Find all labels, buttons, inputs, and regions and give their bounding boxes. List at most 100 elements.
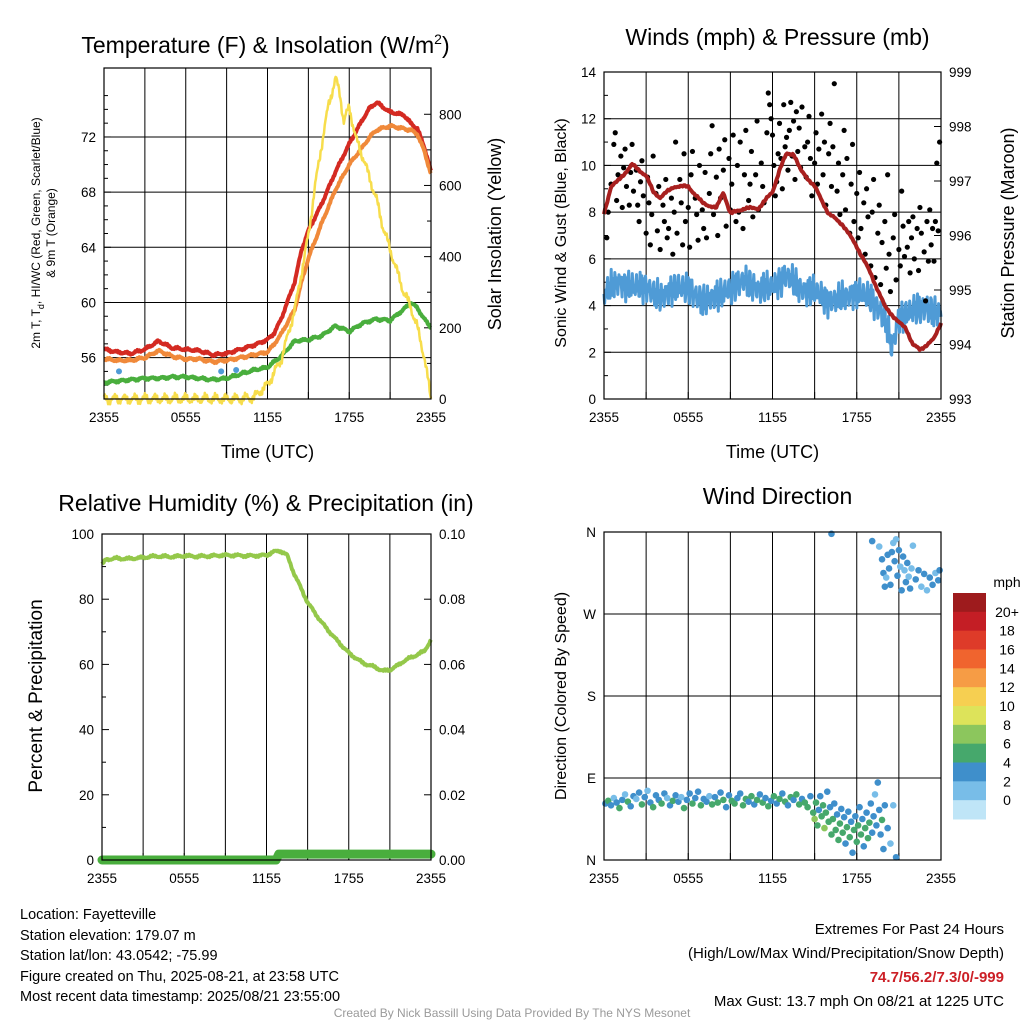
gust-point: [668, 195, 675, 201]
y2-axis-label: Station Pressure (Maroon): [998, 127, 1018, 338]
gust-point: [882, 218, 888, 225]
y-tick-label: 60: [81, 295, 96, 310]
location-text: Location: Fayetteville: [20, 907, 157, 923]
gust-point: [661, 218, 667, 225]
gust-point: [726, 155, 732, 162]
gust-point: [771, 162, 777, 169]
gust-point: [701, 225, 707, 232]
gust-point: [699, 207, 705, 213]
direction-point: [902, 578, 910, 586]
direction-point: [680, 804, 688, 812]
direction-point: [616, 804, 623, 812]
gust-point: [754, 118, 760, 124]
gust-point: [750, 214, 756, 220]
gust-point: [688, 172, 694, 178]
y2-tick-label: 400: [439, 250, 462, 265]
gust-point: [908, 235, 915, 241]
gust-point: [871, 176, 877, 183]
wind-direction-panel: 2355 0555 1155 1755 2355 N E S W N Wind Direction D…: [553, 483, 956, 886]
x-tick-label: 2355: [416, 871, 446, 886]
direction-point: [881, 583, 889, 590]
x-tick-label: 1755: [842, 871, 872, 886]
direction-point: [860, 843, 868, 850]
colorbar-segment: [953, 800, 986, 820]
gust-point: [901, 253, 908, 260]
gust-point: [619, 204, 625, 211]
gust-point: [856, 169, 863, 176]
gust-point: [670, 251, 676, 257]
y-tick-label: W: [583, 607, 596, 622]
y-axis-label-line2: & 9m T (Orange): [44, 188, 58, 278]
panel-title: Winds (mph) & Pressure (mb): [625, 24, 929, 50]
y-axis-label: Direction (Colored By Speed): [553, 592, 570, 800]
direction-point: [906, 585, 914, 592]
gust-point: [768, 116, 774, 122]
plot-frame: [603, 71, 942, 400]
direction-point: [816, 792, 824, 800]
extremes-title: Extremes For Past 24 Hours: [814, 921, 1004, 938]
extremes-subtitle: (High/Low/Max Wind/Precipitation/Snow De…: [688, 945, 1004, 962]
gust-point: [886, 251, 892, 257]
gust-point: [643, 230, 649, 236]
y-tick-label: 8: [588, 205, 596, 220]
gust-point: [614, 197, 620, 204]
direction-point: [753, 796, 761, 804]
gust-point: [730, 132, 736, 138]
y-axis-label: Percent & Precipitation: [26, 599, 47, 792]
colorbar-title: mph: [993, 574, 1020, 590]
direction-point: [618, 796, 626, 804]
direction-point: [936, 566, 943, 574]
gust-point: [678, 200, 684, 206]
gust-point: [710, 211, 717, 218]
gust-point: [796, 125, 802, 131]
gust-point: [897, 263, 903, 269]
plot-frame: [101, 533, 432, 861]
gust-point: [741, 172, 748, 178]
colorbar-label: 14: [999, 660, 1015, 676]
gust-point: [673, 139, 679, 145]
x-tick-label: 1155: [252, 871, 281, 886]
direction-point: [711, 793, 719, 801]
gust-point: [876, 202, 882, 208]
extremes-info: Extremes For Past 24 Hours (High/Low/Max…: [688, 918, 1004, 1014]
direction-point: [795, 801, 803, 808]
gust-point: [729, 181, 735, 187]
gust-point: [781, 102, 787, 108]
gust-point: [626, 202, 632, 208]
direction-point: [649, 803, 657, 811]
y2-tick-label: 998: [949, 120, 972, 135]
y-tick-label: 14: [581, 65, 597, 80]
direction-point: [815, 806, 823, 814]
gust-point: [758, 160, 764, 166]
direction-point: [823, 788, 831, 795]
y-tick-label: 12: [581, 112, 596, 127]
humidity-line: [100, 548, 433, 673]
direction-point: [632, 795, 640, 803]
gust-point: [863, 186, 870, 192]
gust-point: [722, 137, 728, 143]
gust-point: [795, 148, 801, 155]
direction-point: [819, 802, 827, 809]
panel-title: Wind Direction: [703, 483, 853, 509]
created-text: Figure created on Thu, 2025-08-21, at 23…: [20, 968, 339, 985]
y-tick-label: 20: [79, 788, 94, 803]
x-tick-label: 2355: [589, 410, 619, 425]
direction-point: [830, 800, 838, 807]
gust-point: [821, 139, 828, 145]
speed-colorbar: mph 20+ 18 16 14 12 10 8 6 4 2 0: [953, 574, 1021, 820]
direction-point: [720, 796, 727, 804]
direction-point: [863, 809, 870, 816]
y2-tick-label: 200: [439, 321, 462, 336]
gust-point: [793, 109, 799, 115]
gust-point: [760, 183, 766, 190]
direction-point: [901, 566, 908, 574]
direction-point: [875, 806, 883, 814]
y-tick-label: 72: [81, 130, 96, 145]
gust-point: [819, 111, 825, 117]
x-tick-label: 2355: [416, 410, 446, 425]
direction-point: [669, 797, 677, 805]
x-tick-label: 1155: [758, 410, 787, 425]
series-yellow-line: [102, 75, 433, 406]
y-tick-label: 80: [79, 592, 94, 607]
